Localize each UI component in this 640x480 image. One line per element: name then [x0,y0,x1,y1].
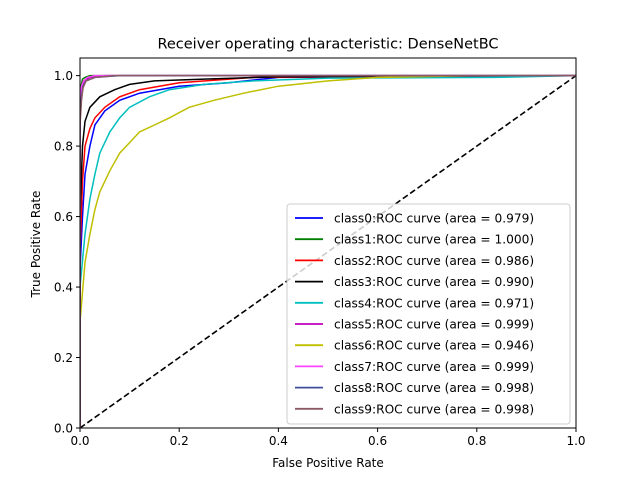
diagonal-line [80,74,576,428]
x-tick-label: 0.6 [368,434,387,448]
axes-frame [79,57,577,429]
y-tick-label: 0.6 [54,210,73,224]
legend-label-class7: class7:ROC curve (area = 0.999) [334,360,534,374]
legend-label-class5: class5:ROC curve (area = 0.999) [334,318,534,332]
legend: class0:ROC curve (area = 0.979) class1:RO… [286,203,571,425]
y-tick-label: 0.4 [54,281,73,295]
y-tick-label: 0.0 [54,422,73,436]
y-axis-label: True Positive Rate [29,191,43,299]
y-tick-label: 1.0 [54,69,73,83]
legend-label-class4: class4:ROC curve (area = 0.971) [334,296,534,310]
x-axis-label: False Positive Rate [272,456,384,470]
y-tick-label: 0.8 [54,140,73,154]
series-line-class6 [80,74,576,428]
series-line-class4 [80,74,576,428]
x-tick-label: 0.0 [70,434,89,448]
chart-title: Receiver operating characteristic: Dense… [157,37,498,53]
series-line-class1 [80,74,576,428]
plot-area: 0.0 0.2 0.4 0.6 0.8 1.0 0.0 0.2 0.4 0.6 0.8 1.0 [54,57,586,448]
series-line-class2 [80,74,576,428]
legend-label-class3: class3:ROC curve (area = 0.990) [334,275,534,289]
legend-box [286,203,571,425]
y-tick-label: 0.2 [54,351,73,365]
x-tick-label: 0.4 [269,434,288,448]
legend-label-class9: class9:ROC curve (area = 0.998) [334,402,534,416]
legend-label-class2: class2:ROC curve (area = 0.986) [334,254,534,268]
x-tick-label: 1.0 [566,434,585,448]
x-tick-label: 0.8 [467,434,486,448]
legend-label-class8: class8:ROC curve (area = 0.998) [334,381,534,395]
series-line-class7 [80,74,576,428]
x-tick-label: 0.2 [170,434,189,448]
legend-label-class0: class0:ROC curve (area = 0.979) [334,212,534,226]
legend-label-class1: class1:ROC curve (area = 1.000) [334,233,534,247]
series-line-class3 [80,74,576,428]
legend-label-class6: class6:ROC curve (area = 0.946) [334,339,534,353]
